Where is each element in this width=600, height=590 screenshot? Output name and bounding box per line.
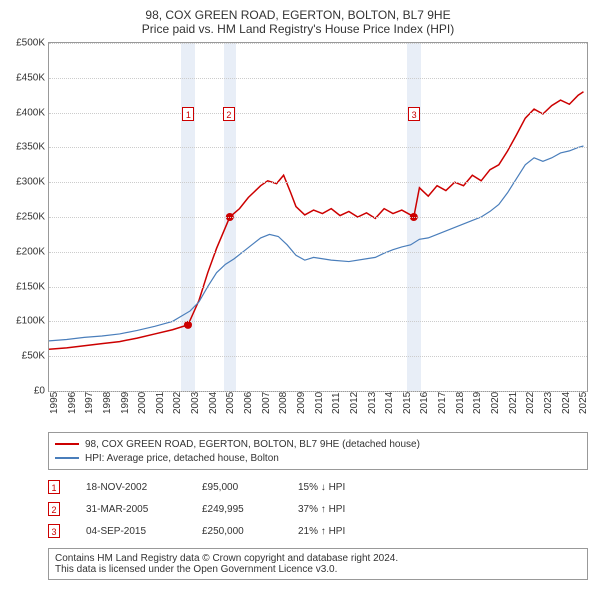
- x-axis-label: 2000: [137, 392, 148, 414]
- event-number-box: 1: [48, 480, 60, 494]
- x-axis-label: 2022: [525, 392, 536, 414]
- y-axis-label: £450K: [9, 72, 45, 83]
- x-axis-label: 2009: [296, 392, 307, 414]
- y-axis-label: £0: [9, 386, 45, 397]
- x-axis-label: 2024: [561, 392, 572, 414]
- event-date: 18-NOV-2002: [86, 482, 176, 493]
- x-axis-label: 2010: [314, 392, 325, 414]
- events-table: 1 18-NOV-2002 £95,000 15% ↓ HPI 2 31-MAR…: [48, 476, 588, 542]
- x-axis-label: 2020: [490, 392, 501, 414]
- footer-line: This data is licensed under the Open Gov…: [55, 564, 581, 575]
- x-axis-label: 1997: [84, 392, 95, 414]
- legend-swatch: [55, 443, 79, 445]
- x-axis-label: 2012: [349, 392, 360, 414]
- event-marker: 3: [408, 107, 420, 121]
- event-number-box: 3: [48, 524, 60, 538]
- x-axis-label: 2002: [172, 392, 183, 414]
- event-diff: 21% ↑ HPI: [298, 526, 378, 537]
- event-date: 04-SEP-2015: [86, 526, 176, 537]
- series-hpi: [49, 146, 583, 341]
- legend-item: HPI: Average price, detached house, Bolt…: [55, 451, 581, 465]
- series-property: [49, 92, 583, 350]
- event-number-box: 2: [48, 502, 60, 516]
- x-axis-label: 2004: [208, 392, 219, 414]
- y-axis-label: £50K: [9, 351, 45, 362]
- event-diff: 37% ↑ HPI: [298, 504, 378, 515]
- legend-item: 98, COX GREEN ROAD, EGERTON, BOLTON, BL7…: [55, 437, 581, 451]
- event-row: 2 31-MAR-2005 £249,995 37% ↑ HPI: [48, 498, 588, 520]
- chart-title-block: 98, COX GREEN ROAD, EGERTON, BOLTON, BL7…: [8, 8, 588, 36]
- y-axis-label: £200K: [9, 246, 45, 257]
- legend-swatch: [55, 457, 79, 459]
- x-axis-label: 2006: [243, 392, 254, 414]
- event-row: 3 04-SEP-2015 £250,000 21% ↑ HPI: [48, 520, 588, 542]
- y-axis-label: £400K: [9, 107, 45, 118]
- y-axis-label: £500K: [9, 38, 45, 49]
- y-axis-label: £100K: [9, 316, 45, 327]
- y-axis-label: £150K: [9, 281, 45, 292]
- x-axis-label: 2014: [384, 392, 395, 414]
- legend-label: 98, COX GREEN ROAD, EGERTON, BOLTON, BL7…: [85, 439, 420, 450]
- x-axis-label: 2003: [190, 392, 201, 414]
- plot-area: £0£50K£100K£150K£200K£250K£300K£350K£400…: [48, 42, 588, 392]
- event-price: £250,000: [202, 526, 272, 537]
- y-axis-label: £350K: [9, 142, 45, 153]
- event-price: £249,995: [202, 504, 272, 515]
- chart-title-sub: Price paid vs. HM Land Registry's House …: [8, 22, 588, 36]
- event-marker: 1: [182, 107, 194, 121]
- x-axis-label: 2025: [578, 392, 589, 414]
- x-axis-label: 2007: [261, 392, 272, 414]
- x-axis-label: 1998: [102, 392, 113, 414]
- x-axis-label: 2005: [225, 392, 236, 414]
- x-axis-label: 2015: [402, 392, 413, 414]
- event-price: £95,000: [202, 482, 272, 493]
- footer-attribution: Contains HM Land Registry data © Crown c…: [48, 548, 588, 580]
- x-axis-label: 2019: [472, 392, 483, 414]
- legend: 98, COX GREEN ROAD, EGERTON, BOLTON, BL7…: [48, 432, 588, 470]
- x-axis-label: 2017: [437, 392, 448, 414]
- x-axis-label: 2021: [508, 392, 519, 414]
- x-axis-label: 2011: [331, 392, 342, 414]
- event-marker: 2: [223, 107, 235, 121]
- x-axis-label: 2001: [155, 392, 166, 414]
- x-axis-label: 2013: [367, 392, 378, 414]
- x-axis-label: 1996: [67, 392, 78, 414]
- event-date: 31-MAR-2005: [86, 504, 176, 515]
- y-axis-label: £300K: [9, 177, 45, 188]
- legend-label: HPI: Average price, detached house, Bolt…: [85, 453, 279, 464]
- x-axis-label: 2023: [543, 392, 554, 414]
- y-axis-label: £250K: [9, 212, 45, 223]
- footer-line: Contains HM Land Registry data © Crown c…: [55, 553, 581, 564]
- x-axis-label: 2018: [455, 392, 466, 414]
- x-axis-label: 2008: [278, 392, 289, 414]
- event-diff: 15% ↓ HPI: [298, 482, 378, 493]
- x-axis-label: 1999: [120, 392, 131, 414]
- event-row: 1 18-NOV-2002 £95,000 15% ↓ HPI: [48, 476, 588, 498]
- x-axis-label: 1995: [49, 392, 60, 414]
- x-axis-label: 2016: [419, 392, 430, 414]
- chart-title-main: 98, COX GREEN ROAD, EGERTON, BOLTON, BL7…: [8, 8, 588, 22]
